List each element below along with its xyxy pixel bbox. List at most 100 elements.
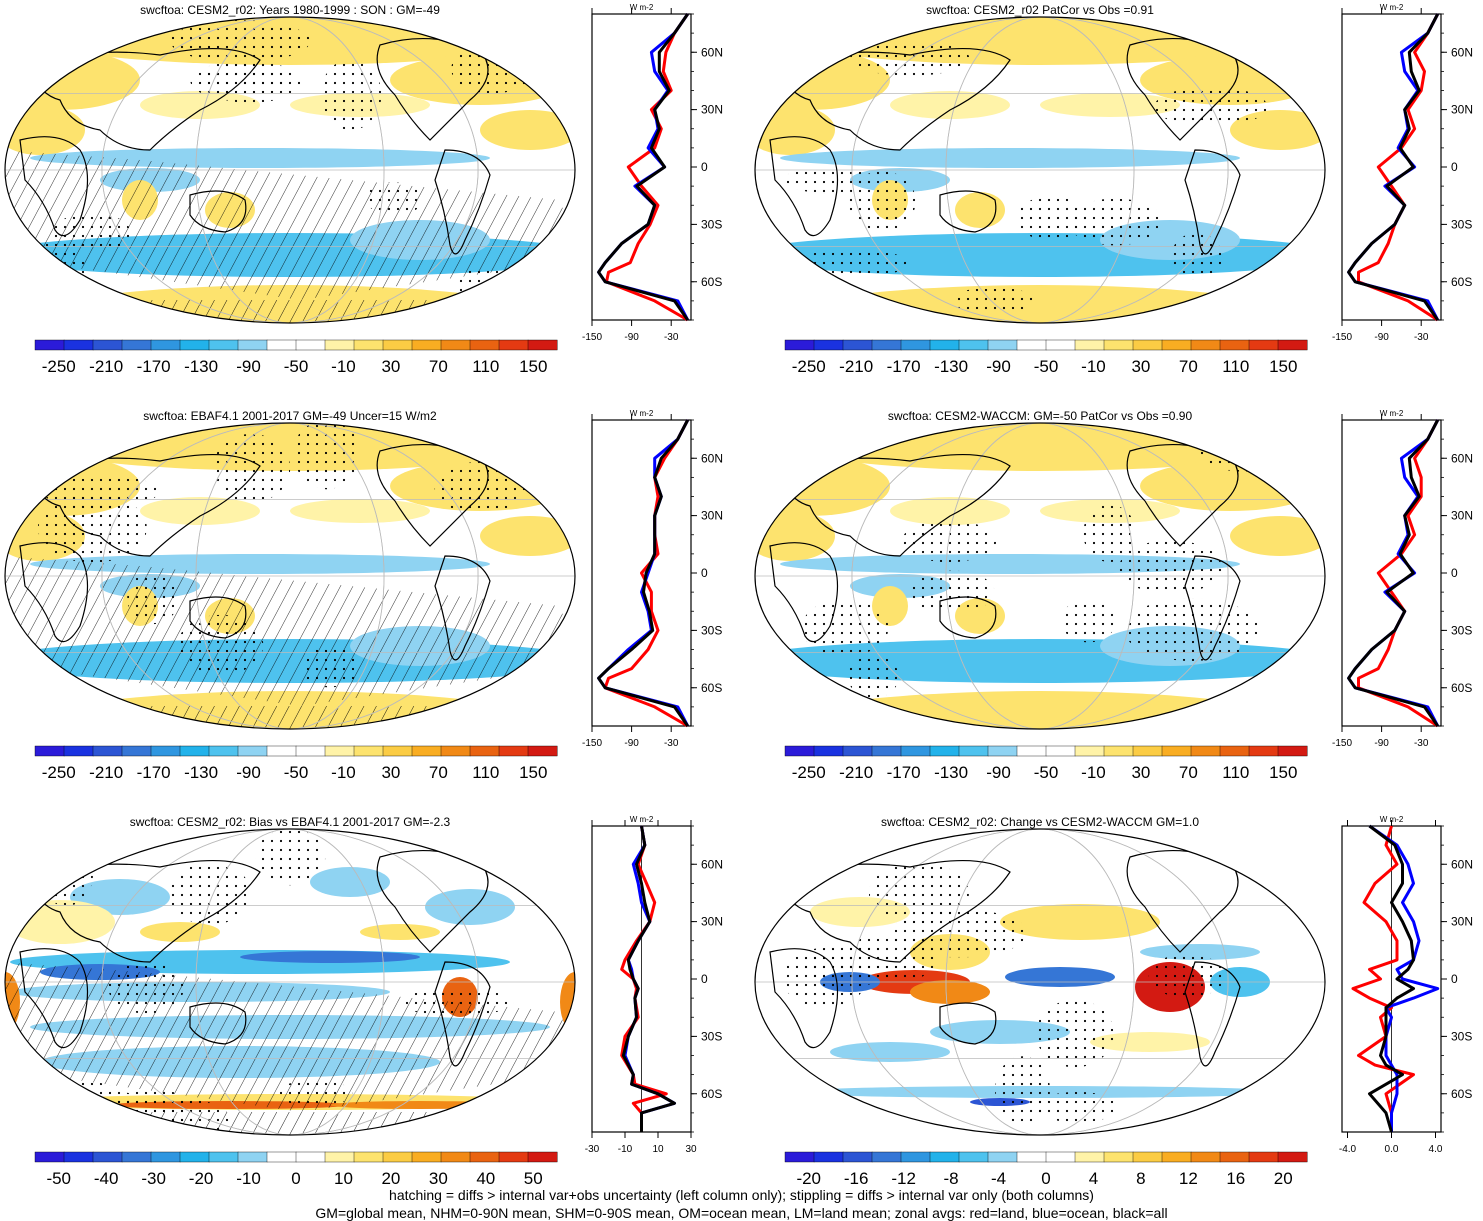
continent-outline bbox=[434, 555, 491, 661]
zonal-xtick-label: 30 bbox=[685, 1144, 697, 1155]
colorbar-tick-label: -10 bbox=[236, 1169, 261, 1188]
continent-outline bbox=[434, 961, 491, 1067]
map-gridline bbox=[101, 423, 479, 729]
colorbar-tick-label: -170 bbox=[137, 357, 171, 376]
zonal-xtick-label: -90 bbox=[1374, 738, 1389, 749]
colorbar-tick-label: -130 bbox=[934, 763, 968, 782]
colorbar-swatch bbox=[1103, 745, 1134, 757]
colorbar-swatch bbox=[295, 1151, 326, 1163]
colorbar-tick-label: -90 bbox=[986, 763, 1011, 782]
zonal-series-blue bbox=[597, 13, 690, 321]
field-region bbox=[830, 1042, 950, 1062]
colorbar-tick-label: 30 bbox=[429, 1169, 448, 1188]
colorbar-swatch bbox=[382, 1151, 413, 1163]
chart-title: swcftoa: CESM2_r02: Change vs CESM2-WACC… bbox=[881, 815, 1199, 829]
stippling-region bbox=[255, 829, 326, 886]
map-border bbox=[4, 828, 576, 1136]
colorbar-swatch bbox=[63, 1151, 94, 1163]
colorbar-swatch bbox=[527, 339, 558, 351]
colorbar-swatch bbox=[1132, 745, 1163, 757]
arctic-positive-region bbox=[5, 423, 575, 471]
map-gridline bbox=[101, 17, 479, 323]
zonal-ytick-label: 30S bbox=[1451, 623, 1472, 637]
colorbar-tick-label: -210 bbox=[89, 357, 123, 376]
zonal-series-red bbox=[1357, 419, 1440, 728]
field-region bbox=[480, 110, 575, 150]
map-field bbox=[5, 17, 575, 323]
hatching-region bbox=[5, 706, 575, 729]
colorbar-swatch bbox=[266, 745, 297, 757]
map-border bbox=[4, 422, 576, 730]
colorbar-swatch bbox=[440, 339, 471, 351]
footer-line-1: hatching = diffs > internal var+obs unce… bbox=[389, 1187, 1094, 1203]
zonal-series-black bbox=[621, 825, 676, 1132]
continent-outline bbox=[19, 136, 89, 237]
colorbar-swatch bbox=[1248, 339, 1279, 351]
field-region bbox=[140, 922, 220, 942]
field-region bbox=[360, 924, 440, 940]
field-region bbox=[890, 91, 1010, 119]
colorbar-swatch bbox=[498, 745, 529, 757]
colorbar-swatch bbox=[1074, 1151, 1105, 1163]
colorbar-swatch bbox=[1277, 339, 1308, 351]
colorbar-swatch bbox=[1045, 745, 1076, 757]
stippling-region bbox=[1119, 540, 1222, 595]
stippling-region bbox=[170, 20, 311, 63]
chart-panel: swcftoa: CESM2_r02 PatCor vs Obs =0.91 -2… bbox=[750, 0, 1483, 400]
field-region bbox=[310, 867, 390, 897]
footer-line-2: GM=global mean, NHM=0-90N mean, SHM=0-90… bbox=[315, 1205, 1168, 1221]
colorbar-swatch bbox=[1074, 339, 1105, 351]
zonal-ytick-label: 60N bbox=[1451, 857, 1473, 871]
itcz-negative-region bbox=[780, 148, 1240, 168]
colorbar-tick-label: 50 bbox=[524, 1169, 543, 1188]
colorbar-swatch bbox=[295, 339, 326, 351]
zonal-ytick-label: 60S bbox=[701, 275, 722, 289]
stippling-region bbox=[293, 423, 360, 490]
stippling-region bbox=[794, 249, 911, 277]
field-region bbox=[1090, 1032, 1210, 1052]
zonal-ytick-label: 60N bbox=[701, 857, 723, 871]
zonal-ytick-label: 60S bbox=[1451, 275, 1472, 289]
colorbar-tick-label: 4 bbox=[1089, 1169, 1098, 1188]
colorbar-swatch bbox=[958, 745, 989, 757]
colorbar-swatch bbox=[1219, 1151, 1250, 1163]
stippling-region bbox=[212, 433, 291, 503]
colorbar-swatch bbox=[842, 745, 873, 757]
field-region bbox=[5, 900, 115, 944]
chart-panel: swcftoa: CESM2_r02: Bias vs EBAF4.1 2001… bbox=[0, 812, 733, 1212]
colorbar-tick-label: -250 bbox=[792, 763, 826, 782]
stippling-region bbox=[1148, 953, 1226, 998]
colorbar-swatch bbox=[208, 339, 239, 351]
chart-title: swcftoa: CESM2_r02: Bias vs EBAF4.1 2001… bbox=[129, 815, 451, 829]
stippling-region bbox=[868, 862, 969, 924]
colorbar-tick-label: 40 bbox=[476, 1169, 495, 1188]
hatching-region bbox=[5, 300, 575, 323]
zonal-units-label: W m-2 bbox=[630, 3, 654, 12]
field-region bbox=[290, 499, 430, 523]
colorbar-swatch bbox=[1045, 339, 1076, 351]
zonal-series-red bbox=[1351, 825, 1415, 1132]
zonal-xtick-label: -30 bbox=[1414, 332, 1429, 343]
colorbar-swatch bbox=[150, 1151, 181, 1163]
zonal-series-black bbox=[597, 13, 689, 321]
colorbar-swatch bbox=[63, 745, 94, 757]
colorbar-swatch bbox=[295, 745, 326, 757]
stippling-region bbox=[1083, 504, 1137, 563]
colorbar-tick-label: -130 bbox=[184, 357, 218, 376]
colorbar-swatch bbox=[1219, 339, 1250, 351]
continent-outline bbox=[769, 136, 839, 237]
colorbar-tick-label: -130 bbox=[934, 357, 968, 376]
colorbar-tick-label: -90 bbox=[986, 357, 1011, 376]
stippling-region bbox=[1067, 198, 1163, 246]
chart-title: swcftoa: CESM2-WACCM: GM=-50 PatCor vs O… bbox=[887, 409, 1193, 423]
stippling-region bbox=[451, 44, 535, 94]
colorbar-swatch bbox=[1161, 745, 1192, 757]
continent-outline bbox=[189, 1002, 247, 1045]
chart-graphic: -250 -210 -170 -130 -90 -50 -10 30 70 110 150 60N 30… bbox=[754, 3, 1473, 376]
map-field bbox=[5, 829, 575, 1135]
zonal-profile-frame bbox=[1341, 419, 1442, 727]
zonal-xtick-label: -90 bbox=[1374, 332, 1389, 343]
hatching-region bbox=[5, 962, 575, 1112]
colorbar-tick-label: -30 bbox=[141, 1169, 166, 1188]
colorbar-swatch bbox=[987, 339, 1018, 351]
